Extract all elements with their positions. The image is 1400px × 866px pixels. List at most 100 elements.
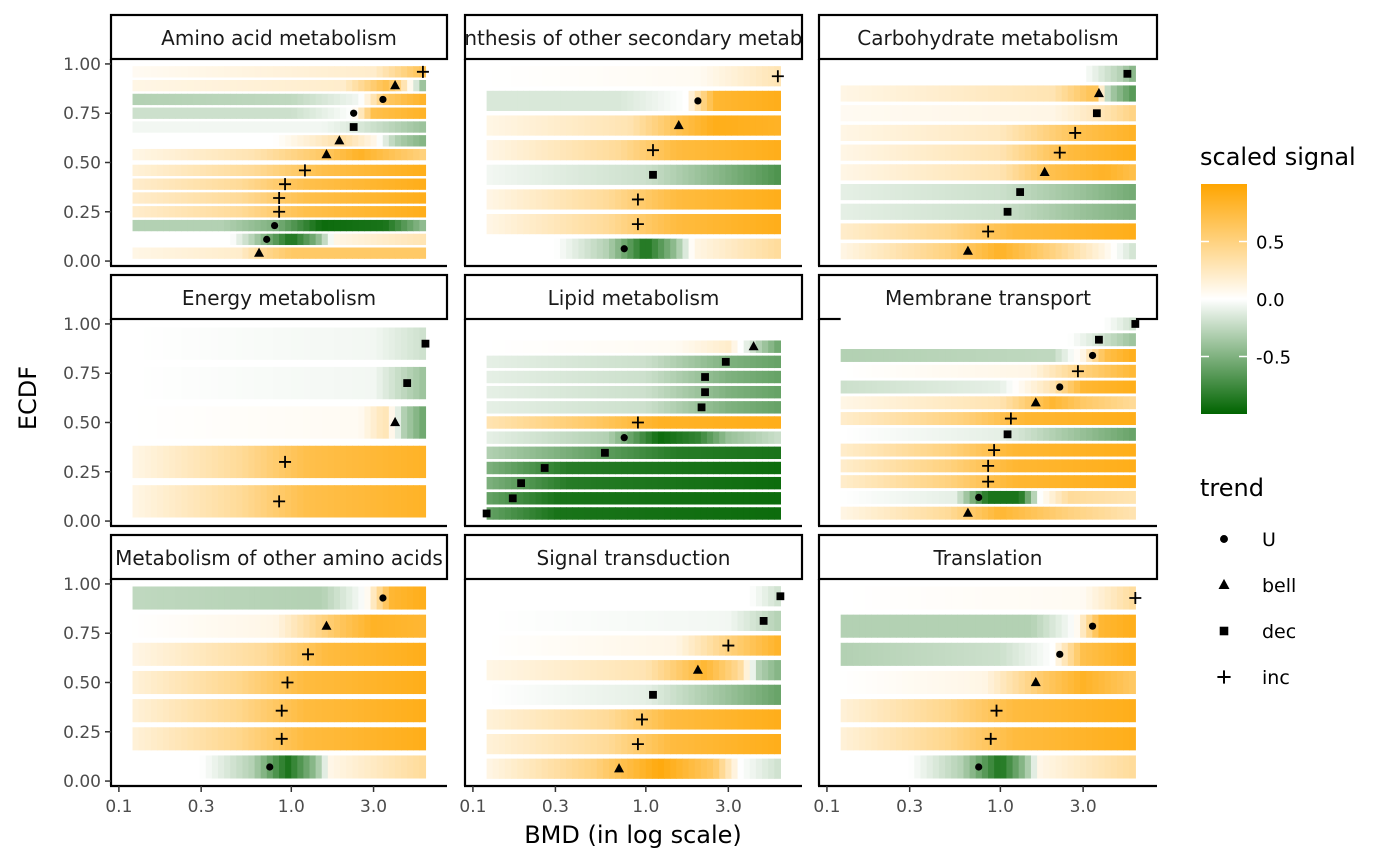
- heatmap-tile: [169, 135, 176, 147]
- heatmap-tile: [254, 642, 262, 666]
- heatmap-tile: [535, 416, 543, 429]
- heatmap-tile: [1018, 586, 1026, 610]
- heatmap-tile: [676, 492, 684, 505]
- heatmap-tile: [394, 206, 402, 218]
- heatmap-tile: [150, 327, 158, 360]
- heatmap-tile: [1073, 380, 1081, 394]
- heatmap-row: [486, 660, 781, 681]
- heatmap-tile: [859, 443, 866, 457]
- facet-title: Energy metabolism: [182, 286, 376, 310]
- heatmap-tile: [902, 427, 909, 441]
- heatmap-tile: [169, 406, 176, 439]
- heatmap-tile: [895, 164, 903, 181]
- heatmap-tile: [645, 213, 653, 235]
- heatmap-tile: [211, 366, 219, 400]
- heatmap-tile: [694, 189, 702, 210]
- heatmap-tile: [388, 121, 396, 133]
- heatmap-tile: [895, 699, 903, 723]
- heatmap-tile: [547, 684, 555, 705]
- heatmap-tile: [633, 586, 641, 607]
- heatmap-tile: [877, 380, 885, 394]
- heatmap-tile: [963, 85, 971, 102]
- heatmap-row: [486, 476, 781, 490]
- heatmap-tile: [664, 476, 671, 490]
- heatmap-tile: [150, 178, 158, 190]
- heatmap-tile: [511, 461, 518, 475]
- heatmap-tile: [413, 485, 420, 518]
- heatmap-tile: [951, 183, 958, 201]
- trend-marker: [975, 763, 983, 771]
- heatmap-tile: [895, 364, 903, 378]
- heatmap-tile: [1086, 380, 1093, 394]
- heatmap-tile: [609, 610, 616, 632]
- heatmap-tile: [938, 670, 946, 695]
- heatmap-tile: [309, 219, 317, 232]
- heatmap-tile: [1073, 164, 1081, 181]
- heatmap-tile: [504, 610, 512, 632]
- heatmap-tile: [1006, 124, 1014, 142]
- heatmap-tile: [994, 144, 1001, 161]
- heatmap-tile: [242, 219, 250, 232]
- heatmap-tile: [609, 355, 616, 369]
- heatmap-tile: [926, 586, 934, 610]
- heatmap-tile: [713, 709, 720, 730]
- heatmap-tile: [358, 219, 366, 232]
- heatmap-tile: [297, 66, 305, 78]
- heatmap-tile: [1018, 614, 1026, 638]
- heatmap-tile: [981, 642, 989, 666]
- heatmap-tile: [737, 115, 745, 136]
- heatmap-tile: [1055, 614, 1063, 638]
- heatmap-tile: [272, 164, 280, 177]
- heatmap-tile: [370, 727, 378, 751]
- heatmap-tile: [266, 219, 274, 232]
- heatmap-tile: [144, 586, 152, 610]
- heatmap-tile: [1123, 586, 1130, 610]
- heatmap-tile: [333, 670, 341, 695]
- heatmap-tile: [584, 355, 592, 369]
- heatmap-tile: [621, 90, 628, 112]
- heatmap-tile: [291, 586, 298, 610]
- heatmap-tile: [315, 642, 323, 666]
- heatmap-tile: [376, 727, 384, 751]
- heatmap-tile: [895, 506, 903, 520]
- heatmap-tile: [1012, 459, 1020, 473]
- heatmap-tile: [920, 380, 928, 394]
- heatmap-tile: [138, 121, 146, 133]
- heatmap-tile: [199, 327, 207, 360]
- heatmap-tile: [1037, 243, 1044, 260]
- heatmap-tile: [187, 699, 195, 723]
- heatmap-tile: [1024, 475, 1032, 489]
- heatmap-tile: [700, 586, 708, 607]
- heatmap-tile: [285, 66, 292, 78]
- trend-marker: [273, 495, 286, 508]
- heatmap-tile: [230, 206, 237, 218]
- heatmap-tile: [242, 485, 250, 518]
- heatmap-tile: [743, 370, 751, 384]
- heatmap-tile: [1024, 670, 1032, 695]
- heatmap-tile: [1073, 105, 1081, 122]
- heatmap-tile: [865, 85, 872, 102]
- heatmap-tile: [1012, 203, 1020, 220]
- heatmap-tile: [908, 364, 915, 378]
- heatmap-tile: [920, 203, 928, 220]
- heatmap-tile: [895, 105, 903, 122]
- heatmap-tile: [945, 164, 952, 181]
- heatmap-tile: [1043, 586, 1050, 610]
- heatmap-tile: [713, 238, 720, 259]
- heatmap-tile: [883, 243, 891, 260]
- heatmap-tile: [737, 610, 745, 632]
- x-tick-label: 1.0: [278, 797, 305, 817]
- heatmap-tile: [682, 733, 690, 755]
- heatmap-tile: [132, 247, 140, 259]
- heatmap-tile: [694, 115, 702, 136]
- heatmap-tile: [688, 635, 696, 656]
- heatmap-tile: [871, 243, 879, 260]
- heatmap-tile: [388, 107, 396, 119]
- heatmap-tile: [156, 727, 164, 751]
- heatmap-tile: [908, 614, 915, 638]
- heatmap-row: [840, 380, 1136, 394]
- heatmap-tile: [694, 635, 702, 656]
- heatmap-tile: [737, 586, 745, 607]
- heatmap-tile: [1110, 642, 1118, 666]
- heatmap-tile: [945, 317, 952, 331]
